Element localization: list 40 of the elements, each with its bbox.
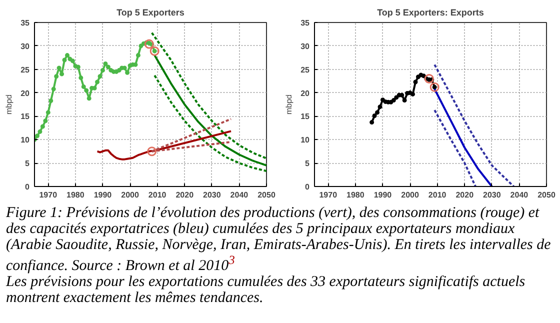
y-tick-label: 10 — [20, 136, 30, 145]
x-tick-label: 2030 — [483, 190, 502, 200]
text: Les prévisions pour les exportations cumulées des 33 exportateurs significatifs actuels montrent exactement les mêmes tendances. — [6, 274, 526, 306]
y-tick-label: 20 — [300, 88, 310, 98]
x-tick-label: 2040 — [230, 190, 249, 200]
y-tick-label: 5 — [305, 159, 310, 168]
y-tick-label: 5 — [25, 159, 30, 168]
y-tick-label: 15 — [20, 112, 30, 122]
y-tick-label: 20 — [20, 88, 30, 98]
x-tick-label: 2000 — [401, 190, 420, 200]
x-tick-label: 1990 — [374, 190, 392, 200]
y-tick-label: 25 — [300, 65, 310, 74]
x-tick-label: 2050 — [538, 190, 556, 200]
y-tick-label: 0 — [305, 182, 310, 192]
x-tick-label: 2030 — [203, 190, 222, 200]
x-tick-label: 2050 — [258, 190, 276, 200]
chart-title: Top 5 Exporters: Exports — [377, 8, 484, 18]
y-tick-label: 35 — [20, 18, 30, 28]
y-tick-label: 30 — [20, 42, 30, 51]
y-tick-label: 10 — [300, 136, 310, 145]
y-tick-label: 25 — [20, 65, 30, 74]
y-axis-title: mbpd — [284, 94, 294, 115]
x-tick-label: 2000 — [121, 190, 140, 200]
y-axis-title: mbpd — [4, 94, 14, 115]
x-tick-label: 1970 — [319, 190, 338, 200]
x-tick-label: 2010 — [148, 190, 167, 200]
y-tick-label: 35 — [300, 18, 310, 28]
x-tick-label: 2020 — [456, 190, 474, 200]
x-tick-label: 1980 — [346, 190, 365, 200]
x-tick-label: 2020 — [176, 190, 194, 200]
y-tick-label: 0 — [25, 182, 30, 192]
chart-title: Top 5 Exporters — [116, 8, 184, 18]
y-tick-label: 30 — [300, 42, 310, 51]
x-tick-label: 2040 — [510, 190, 529, 200]
caption: Figure 1: Prévisions de l’évolution des productions (vert), des consommations (rouge) et des capacités exportatrices (bleu) cumulées des 5 principaux exportateurs mondiaux (Arabie Saoudite, Russie, Norvège, Iran, Emirats-Arabes-Unis). En tirets les intervalles de confiance. Source : Brown et al 2010$^{3}$ — [6, 205, 552, 274]
x-tick-label: 1990 — [94, 190, 112, 200]
x-tick-label: 1970 — [39, 190, 58, 200]
x-tick-label: 1980 — [66, 190, 85, 200]
y-tick-label: 15 — [300, 112, 310, 122]
x-tick-label: 2010 — [428, 190, 447, 200]
